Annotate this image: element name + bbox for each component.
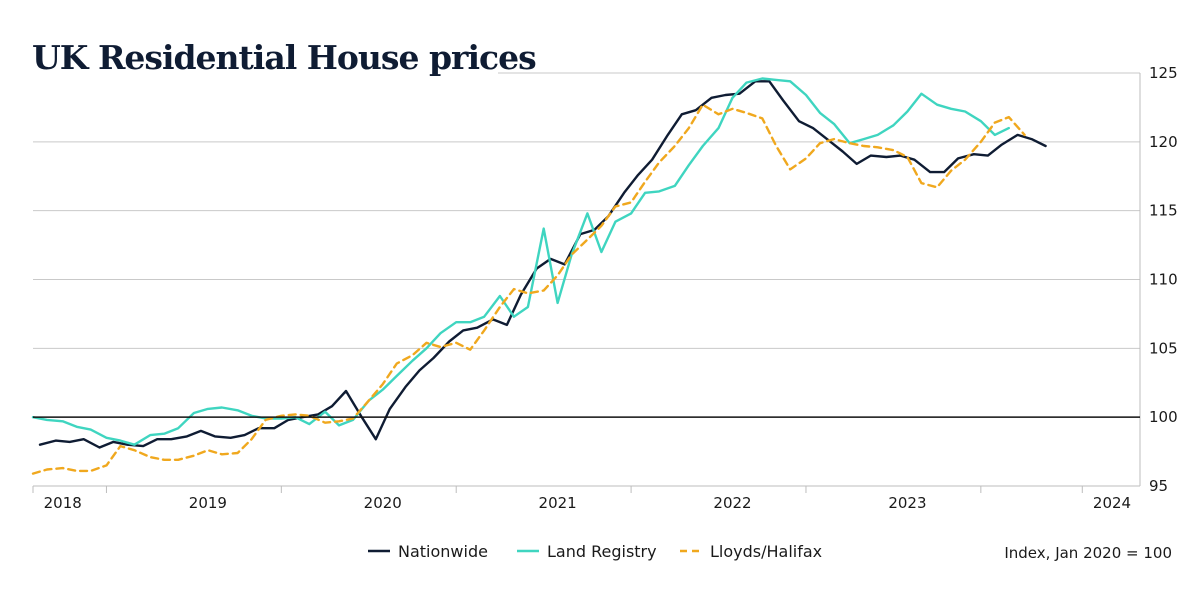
chart-title: UK Residential House prices — [32, 38, 537, 77]
y-tick-label-115: 115 — [1149, 202, 1178, 220]
x-tick-label-2023: 2023 — [888, 494, 926, 512]
series-line-nationwide — [38, 80, 1047, 449]
y-tick-label-100: 100 — [1149, 408, 1178, 426]
x-tick-label-2020: 2020 — [364, 494, 402, 512]
y-tick-label-110: 110 — [1149, 271, 1178, 289]
y-tick-label-105: 105 — [1149, 339, 1178, 357]
axes: 95 100 105 110 115 120 125 2018 2019 2020 2021 2022… — [32, 64, 1178, 512]
y-tick-label-120: 120 — [1149, 133, 1178, 151]
gridlines — [33, 72, 1140, 349]
series-line-land-registry — [31, 77, 1010, 446]
legend-label-lloyds-halifax: Lloyds/Halifax — [710, 542, 822, 561]
y-tick-label-125: 125 — [1149, 64, 1178, 82]
y-tick-label-95: 95 — [1149, 477, 1168, 495]
series-line-lloyds-halifax — [31, 103, 1026, 475]
x-tick-label-2021: 2021 — [539, 494, 577, 512]
x-tick-label-2019: 2019 — [189, 494, 227, 512]
x-tick-label-2018: 2018 — [44, 494, 82, 512]
x-tick-label-2022: 2022 — [713, 494, 751, 512]
x-tick-label-2024: 2024 — [1093, 494, 1131, 512]
legend: Nationwide Land Registry Lloyds/Halifax — [368, 542, 822, 561]
legend-label-land-registry: Land Registry — [547, 542, 657, 561]
series-lines — [31, 77, 1140, 475]
index-note: Index, Jan 2020 = 100 — [1004, 544, 1172, 562]
legend-label-nationwide: Nationwide — [398, 542, 488, 561]
